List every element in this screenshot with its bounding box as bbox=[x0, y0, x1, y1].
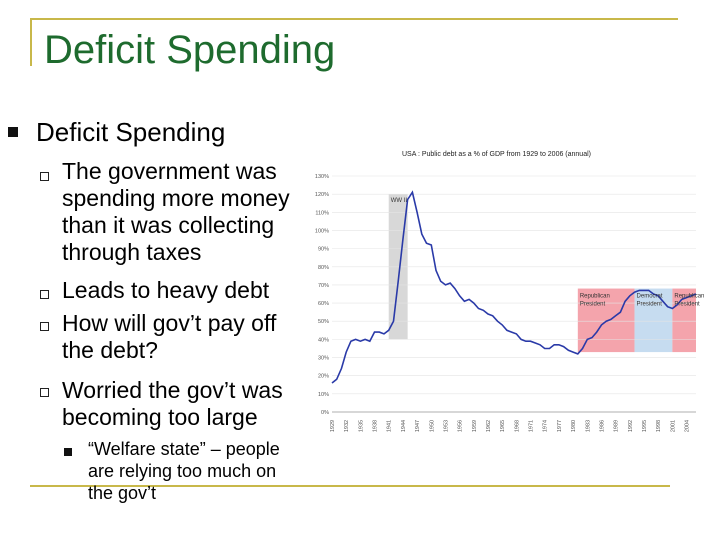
y-tick-label-1: 10% bbox=[318, 392, 329, 398]
x-tick-label-3: 1938 bbox=[373, 420, 379, 432]
y-tick-label-6: 60% bbox=[318, 301, 329, 307]
x-tick-label-21: 1992 bbox=[628, 420, 634, 432]
subbullet-2: Leads to heavy debt bbox=[62, 277, 270, 303]
region-label-2-1: President bbox=[637, 302, 663, 308]
x-tick-label-17: 1980 bbox=[571, 420, 577, 432]
subbullet-4: Worried the gov’t was becoming too large bbox=[62, 377, 283, 430]
x-tick-label-10: 1959 bbox=[472, 420, 478, 432]
bullet-level1: Deficit Spending bbox=[36, 117, 226, 147]
y-tick-label-2: 20% bbox=[318, 374, 329, 380]
square-bullet-icon bbox=[64, 448, 72, 456]
hollow-square-bullet-icon bbox=[40, 388, 49, 397]
subsubbullet-1: “Welfare state” – people are relying too… bbox=[88, 439, 280, 503]
slide-title: Deficit Spending bbox=[44, 28, 336, 72]
shaded-region-2 bbox=[634, 288, 673, 353]
frame-top-rule bbox=[30, 18, 678, 20]
series-line-0 bbox=[331, 190, 697, 384]
subbullet-1: The government was spending more money t… bbox=[62, 158, 290, 265]
x-tick-label-4: 1941 bbox=[387, 420, 393, 432]
x-tick-label-9: 1956 bbox=[458, 420, 464, 432]
region-label-2-0: Democrat bbox=[637, 294, 663, 300]
x-tick-label-19: 1986 bbox=[599, 420, 605, 432]
y-tick-label-7: 70% bbox=[318, 283, 329, 289]
region-label-1-1: President bbox=[580, 302, 606, 308]
x-tick-label-1: 1932 bbox=[344, 420, 350, 432]
y-tick-label-9: 90% bbox=[318, 247, 329, 253]
y-tick-label-5: 50% bbox=[318, 319, 329, 325]
y-tick-label-11: 110% bbox=[315, 210, 329, 216]
x-tick-label-24: 2001 bbox=[670, 420, 676, 432]
x-tick-label-2: 1935 bbox=[358, 420, 364, 432]
x-tick-label-15: 1974 bbox=[543, 420, 549, 432]
x-tick-label-18: 1983 bbox=[585, 420, 591, 432]
x-tick-label-14: 1971 bbox=[529, 420, 535, 432]
debt-chart: USA : Public debt as a % of GDP from 192… bbox=[304, 140, 704, 440]
y-tick-label-3: 30% bbox=[318, 356, 329, 362]
y-tick-label-4: 40% bbox=[318, 337, 329, 343]
hollow-square-bullet-icon bbox=[40, 322, 49, 331]
x-tick-label-12: 1965 bbox=[500, 420, 506, 432]
y-tick-label-10: 100% bbox=[315, 228, 329, 234]
x-tick-label-20: 1989 bbox=[614, 420, 620, 432]
x-tick-label-5: 1944 bbox=[401, 420, 407, 432]
x-tick-label-8: 1953 bbox=[443, 420, 449, 432]
x-tick-label-6: 1947 bbox=[415, 420, 421, 432]
x-tick-label-13: 1968 bbox=[514, 420, 520, 432]
y-tick-label-13: 130% bbox=[315, 174, 329, 180]
region-label-3-1: President bbox=[674, 302, 700, 308]
y-tick-label-12: 120% bbox=[315, 192, 329, 198]
hollow-square-bullet-icon bbox=[40, 290, 49, 299]
region-label-1-0: Republican bbox=[580, 294, 610, 300]
shaded-region-1 bbox=[577, 288, 635, 353]
x-tick-label-11: 1962 bbox=[486, 420, 492, 432]
region-label-3-0: Republican bbox=[674, 294, 704, 300]
x-tick-label-23: 1998 bbox=[656, 420, 662, 432]
frame-left-rule bbox=[30, 18, 32, 66]
region-label-0-0: WW II bbox=[391, 198, 408, 204]
y-tick-label-8: 80% bbox=[318, 265, 329, 271]
hollow-square-bullet-icon bbox=[40, 172, 49, 181]
frame-bottom-rule bbox=[30, 485, 670, 487]
subbullet-3: How will gov’t pay off the debt? bbox=[62, 310, 277, 363]
x-tick-label-7: 1950 bbox=[429, 420, 435, 432]
x-tick-label-22: 1995 bbox=[642, 420, 648, 432]
square-bullet-icon bbox=[8, 127, 18, 137]
x-tick-label-25: 2004 bbox=[685, 420, 691, 432]
y-tick-label-0: 0% bbox=[321, 410, 329, 416]
debt-chart-svg: USA : Public debt as a % of GDP from 192… bbox=[315, 151, 704, 432]
x-tick-label-16: 1977 bbox=[557, 420, 563, 432]
x-tick-label-0: 1929 bbox=[330, 420, 336, 432]
chart-title: USA : Public debt as a % of GDP from 192… bbox=[402, 151, 591, 158]
